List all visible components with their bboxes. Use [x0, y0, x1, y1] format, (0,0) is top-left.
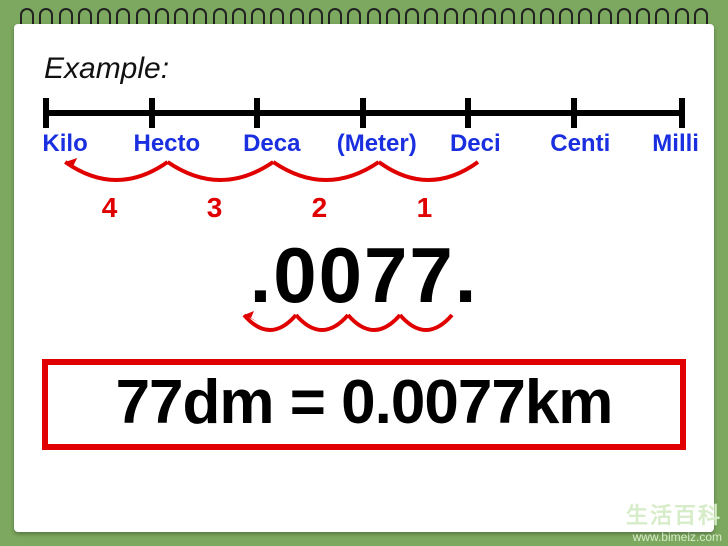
number-line	[46, 94, 682, 128]
hop-number: 2	[312, 192, 328, 224]
prefix-label: Deci	[450, 130, 501, 158]
decimal-text: .0077.	[250, 230, 479, 321]
prefix-label: Centi	[550, 130, 610, 158]
prefix-label: Kilo	[42, 130, 87, 158]
prefix-labels-row: KiloHectoDeca(Meter)DeciCentiMilli	[46, 130, 682, 162]
hop-numbers-row: 4 3 2 1	[46, 192, 682, 224]
notepad: Example: Kilo Hecto Deca (Meter) Deci Centi Mi…	[14, 24, 714, 532]
example-label: Example:	[44, 52, 690, 86]
number-line-tick	[465, 98, 471, 128]
number-line-tick	[571, 98, 577, 128]
number-line-tick	[254, 98, 260, 128]
prefix-label: (Meter)	[337, 130, 417, 158]
watermark-cn: 生活百科	[626, 503, 722, 529]
prefix-label: Hecto	[133, 130, 200, 158]
number-line-tick	[360, 98, 366, 128]
number-line-tick	[679, 98, 685, 128]
hop-number: 3	[207, 192, 223, 224]
prefix-label: Milli	[652, 130, 699, 158]
watermark: 生活百科 www.bimeiz.com	[626, 503, 722, 544]
prefix-label: Deca	[243, 130, 300, 158]
number-line-tick	[149, 98, 155, 128]
hop-number: 4	[102, 192, 118, 224]
answer-text: 77dm = 0.0077km	[58, 367, 670, 438]
hop-arrows	[46, 158, 686, 194]
number-line-tick	[43, 98, 49, 128]
decimal-shift-block: .0077.	[38, 230, 690, 345]
watermark-url: www.bimeiz.com	[626, 530, 722, 544]
answer-box: 77dm = 0.0077km	[42, 359, 686, 450]
hop-number: 1	[417, 192, 433, 224]
